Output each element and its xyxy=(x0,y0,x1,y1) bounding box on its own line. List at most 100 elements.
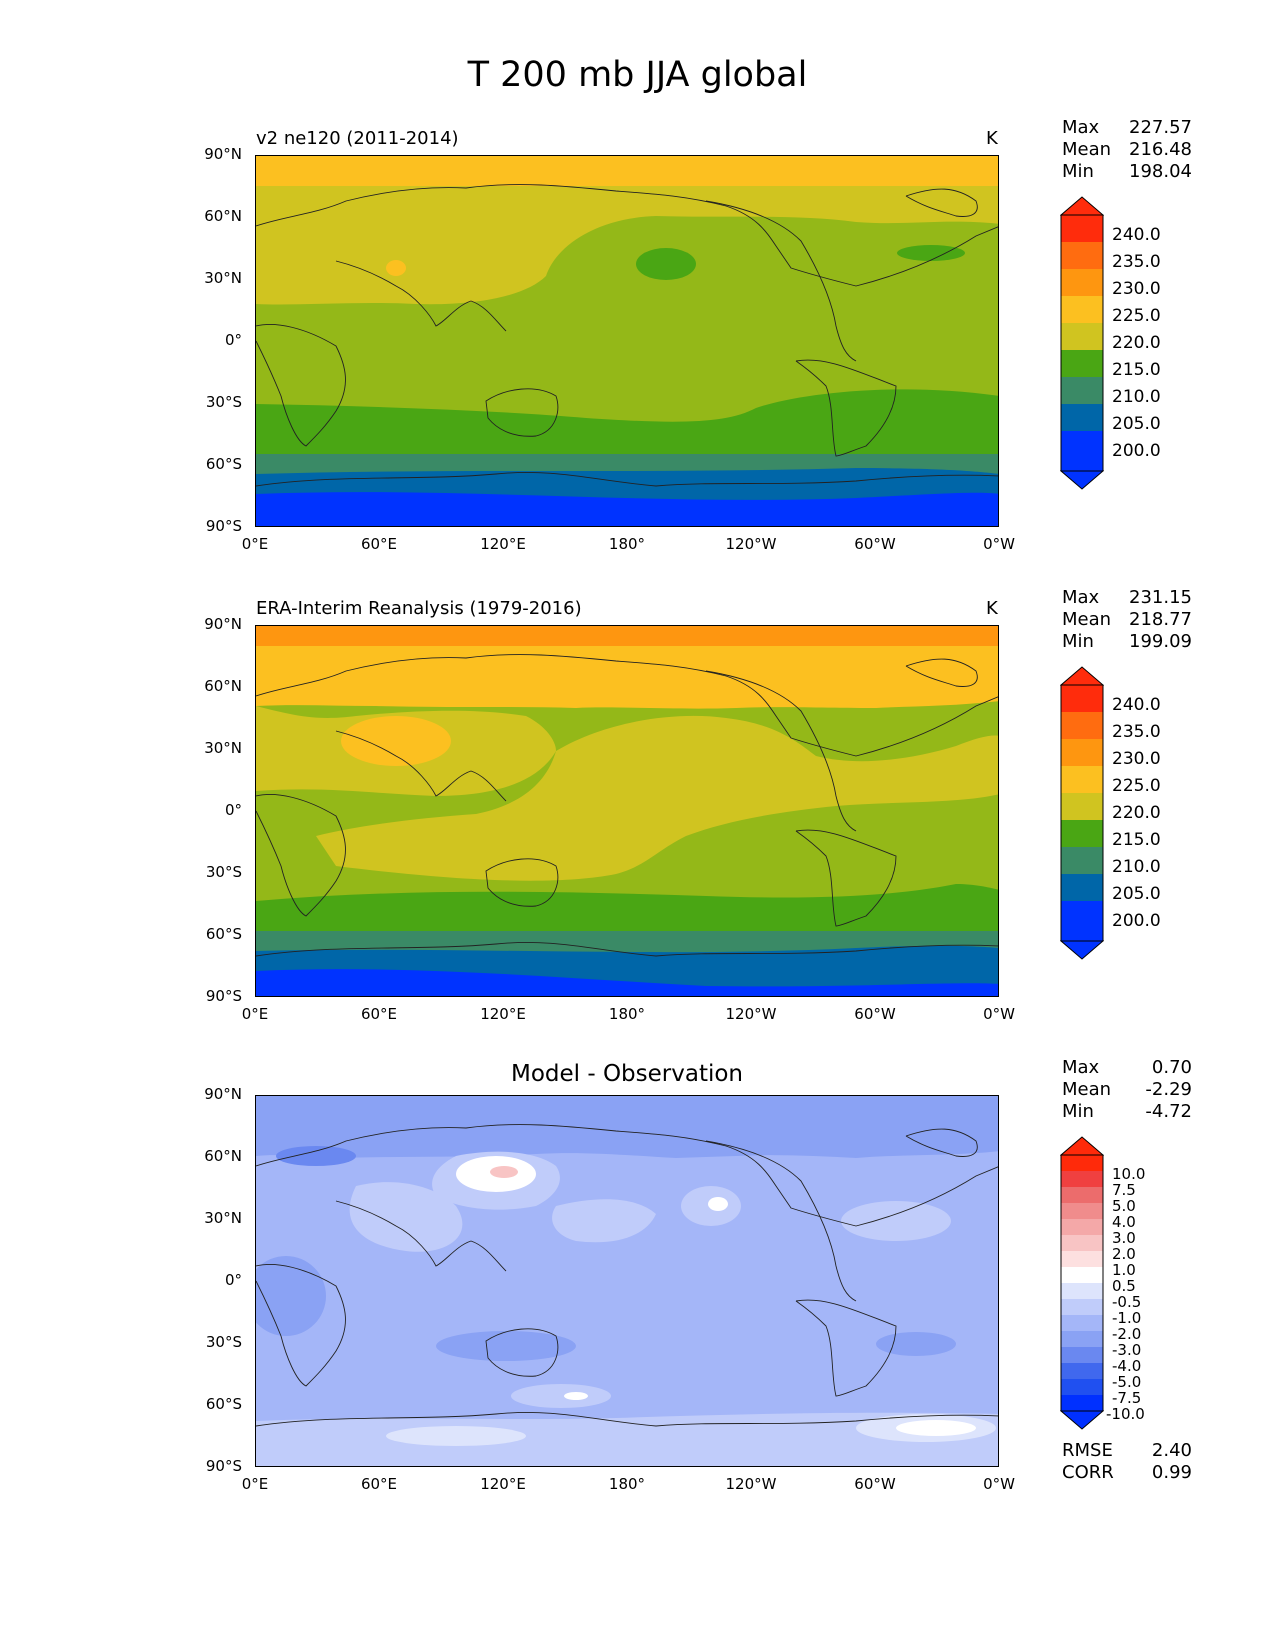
lat-tick-label: 90°S xyxy=(205,1457,242,1475)
stats-box: Max 0.70 Mean -2.29 Min -4.72 xyxy=(1062,1057,1192,1123)
colorbar-swatch xyxy=(1061,1267,1103,1283)
lat-tick-label: 0° xyxy=(224,331,242,349)
lat-tick-label: 30°N xyxy=(204,1209,242,1227)
stat-min: 198.04 xyxy=(1129,161,1192,182)
contour-fill-minus0.5-0.5 xyxy=(896,1420,976,1436)
lat-tick-label: 60°N xyxy=(204,207,242,225)
colorbar-swatch xyxy=(1061,820,1103,847)
contour-fill-220-225 xyxy=(316,715,998,881)
contour-fill-220-225 xyxy=(952,746,998,786)
colorbar-extend-bottom xyxy=(1060,940,1104,960)
units-label: K xyxy=(986,128,998,149)
contour-fill-210-215 xyxy=(636,248,696,280)
contour-fill-225-230 xyxy=(256,646,998,709)
stats-box: Max 227.57 Mean 216.48 Min 198.04 xyxy=(1062,117,1192,183)
lon-tick-label: 120°W xyxy=(725,1005,777,1023)
colorbar-label: -7.5 xyxy=(1112,1389,1142,1407)
contour-fill-230-235 xyxy=(256,626,998,646)
colorbar-swatch xyxy=(1061,766,1103,793)
lat-tick-label: 60°N xyxy=(204,677,242,695)
colorbar-swatch xyxy=(1061,739,1103,766)
colorbar-label: 200.0 xyxy=(1112,441,1161,461)
lon-tick-label: 0°E xyxy=(241,1475,269,1493)
colorbar-extend-top xyxy=(1060,666,1104,686)
stat-max-label: Max xyxy=(1062,1057,1100,1078)
lon-tick-label: 60°E xyxy=(360,535,398,553)
lat-tick-label: 90°N xyxy=(204,1085,242,1103)
contour-fill-minus4-minus3 xyxy=(256,1096,998,1158)
colorbar-label: -5.0 xyxy=(1112,1373,1142,1391)
contour-fill-0.5-1 xyxy=(490,1166,518,1178)
colorbar-swatch xyxy=(1061,1347,1103,1363)
colorbar-swatch xyxy=(1061,350,1103,377)
colorbar-label: 215.0 xyxy=(1112,360,1161,380)
lat-tick-label: 30°S xyxy=(205,863,242,881)
colorbar-label: 210.0 xyxy=(1112,857,1161,877)
stat-min-label: Min xyxy=(1062,631,1094,652)
contour-map xyxy=(256,626,998,996)
stat-mean: 218.77 xyxy=(1129,609,1192,630)
colorbar-label: -1.0 xyxy=(1112,1309,1142,1327)
colorbar-label: 5.0 xyxy=(1112,1197,1136,1215)
contour-fill-below-200 xyxy=(256,969,998,996)
colorbar-label: 7.5 xyxy=(1112,1181,1136,1199)
lat-tick-label: 0° xyxy=(224,1271,242,1289)
colorbar-swatch xyxy=(1061,296,1103,323)
colorbar-label: -10.0 xyxy=(1106,1405,1145,1423)
colorbar-swatch xyxy=(1061,1395,1103,1411)
lat-tick-label: 60°S xyxy=(205,455,242,473)
stat-min: 199.09 xyxy=(1129,631,1192,652)
contour-map xyxy=(256,156,998,526)
contour-fill-minus2-minus1 xyxy=(841,1201,951,1241)
colorbar-swatch xyxy=(1061,1251,1103,1267)
colorbar-swatch xyxy=(1061,874,1103,901)
contour-fill-minus5-minus4 xyxy=(276,1146,356,1166)
colorbar-swatch xyxy=(1061,1235,1103,1251)
stat-mean: 216.48 xyxy=(1129,139,1192,160)
colorbar-swatch xyxy=(1061,685,1103,712)
lon-tick-label: 60°W xyxy=(854,535,896,553)
stats-box: Max 231.15 Mean 218.77 Min 199.09 xyxy=(1062,587,1192,653)
panel-title: v2 ne120 (2011-2014) xyxy=(256,128,459,149)
colorbar-outline xyxy=(1060,1154,1104,1412)
stat-min-label: Min xyxy=(1062,161,1094,182)
corr-value: 0.99 xyxy=(1151,1462,1192,1483)
contour-fill-225-230 xyxy=(256,156,998,186)
colorbar-swatch xyxy=(1061,1203,1103,1219)
colorbar-label: 240.0 xyxy=(1112,225,1161,245)
colorbar-label: 240.0 xyxy=(1112,695,1161,715)
map-plot xyxy=(255,1095,999,1467)
lat-tick-label: 60°N xyxy=(204,1147,242,1165)
contour-fill-minus2-minus1 xyxy=(349,1182,463,1252)
colorbar-label: 235.0 xyxy=(1112,252,1161,272)
contour-fill-225-230 xyxy=(386,260,406,276)
lon-tick-label: 120°W xyxy=(725,1475,777,1493)
colorbar-label: 1.0 xyxy=(1112,1261,1136,1279)
colorbar-label: 205.0 xyxy=(1112,414,1161,434)
colorbar-label: 3.0 xyxy=(1112,1229,1136,1247)
stat-mean-label: Mean xyxy=(1062,609,1112,630)
lat-tick-label: 30°N xyxy=(204,269,242,287)
stat-max-label: Max xyxy=(1062,587,1100,608)
lon-tick-label: 180° xyxy=(608,1005,646,1023)
stat-mean-label: Mean xyxy=(1062,1079,1112,1100)
lat-tick-label: 60°S xyxy=(205,1395,242,1413)
lon-tick-label: 0°W xyxy=(983,535,1015,553)
lon-tick-label: 120°E xyxy=(480,535,526,553)
lon-tick-label: 180° xyxy=(608,535,646,553)
corr-label: CORR xyxy=(1062,1462,1114,1483)
colorbar-swatch xyxy=(1061,1187,1103,1203)
stat-max: 0.70 xyxy=(1151,1057,1192,1078)
lat-tick-label: 90°N xyxy=(204,145,242,163)
contour-fill-minus0.5-0.5 xyxy=(564,1392,588,1400)
colorbar-swatch xyxy=(1061,1171,1103,1187)
colorbar-swatch xyxy=(1061,215,1103,242)
colorbar-label: 10.0 xyxy=(1112,1165,1146,1183)
colorbar-label: 220.0 xyxy=(1112,333,1161,353)
colorbar-label: -4.0 xyxy=(1112,1357,1142,1375)
lat-tick-label: 30°N xyxy=(204,739,242,757)
stat-max: 231.15 xyxy=(1129,587,1192,608)
stat-max-label: Max xyxy=(1062,117,1100,138)
lat-tick-label: 90°N xyxy=(204,615,242,633)
contour-map xyxy=(256,1096,998,1466)
